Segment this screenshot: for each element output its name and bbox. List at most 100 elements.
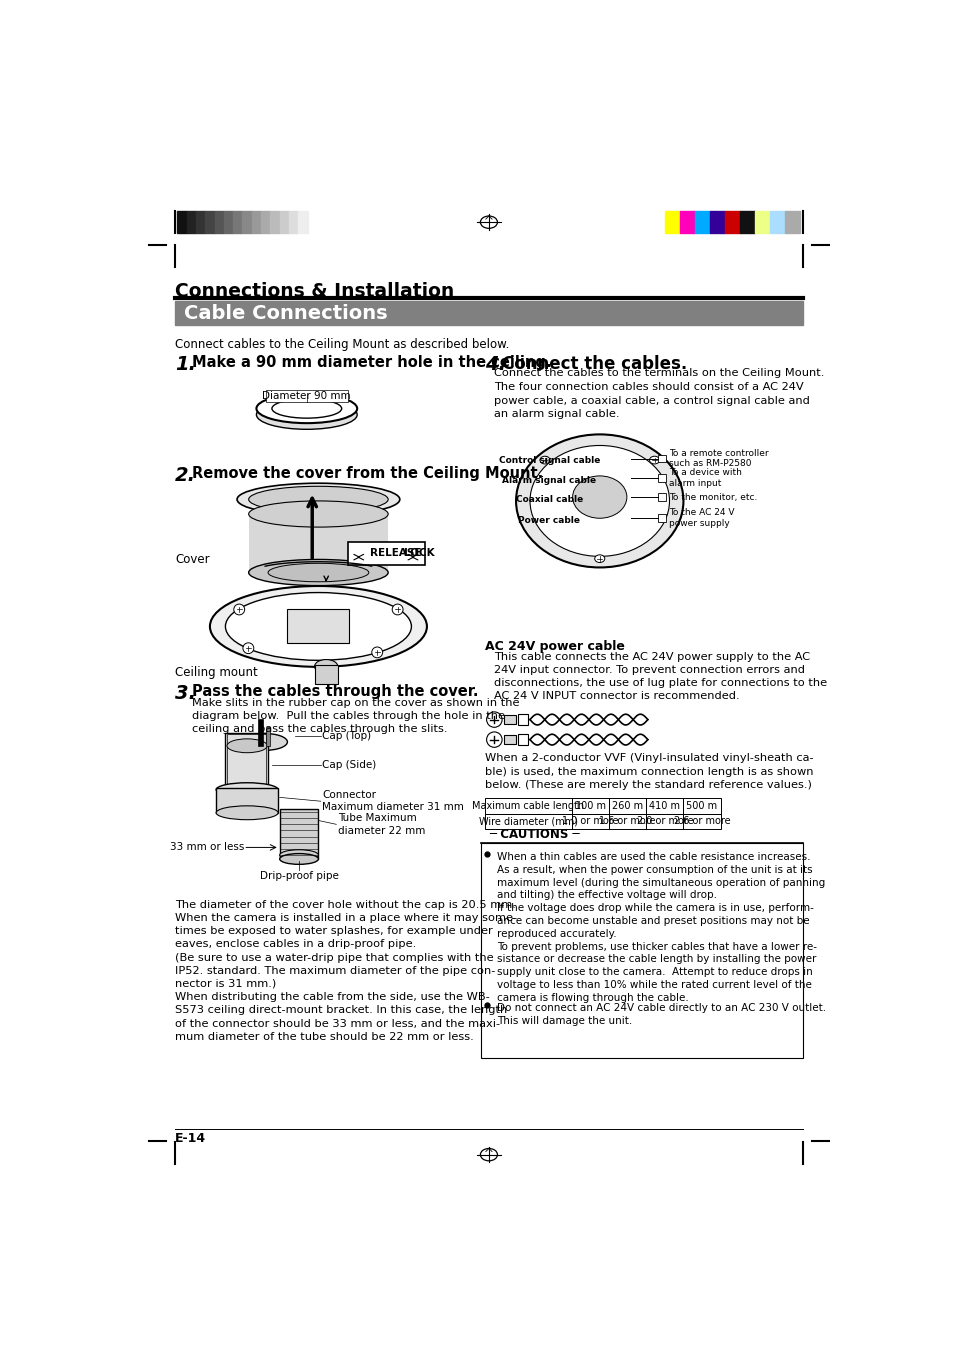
Bar [261, 211, 270, 232]
Bar [682, 813, 720, 830]
Text: 33 mm or less: 33 mm or less [171, 843, 245, 852]
Ellipse shape [392, 604, 402, 615]
Bar [480, 843, 802, 1058]
Ellipse shape [486, 732, 501, 747]
Text: To a device with
alarm input: To a device with alarm input [669, 467, 741, 488]
Text: 1.: 1. [174, 354, 196, 374]
Bar [242, 211, 252, 232]
Bar [645, 813, 682, 830]
Bar [608, 798, 645, 813]
Bar [658, 513, 665, 521]
Text: Connect the cables to the terminals on the Ceiling Mount.
The four connection ca: Connect the cables to the terminals on t… [494, 369, 823, 419]
Bar [658, 474, 665, 482]
Text: To the AC 24 V
power supply: To the AC 24 V power supply [669, 508, 734, 527]
Bar [571, 798, 608, 813]
Text: The diameter of the cover hole without the cap is 20.5 mm.
When the camera is in: The diameter of the cover hole without t… [174, 900, 517, 1042]
Text: LOCK: LOCK [403, 549, 434, 558]
Bar [187, 211, 195, 232]
Bar [298, 211, 307, 232]
Ellipse shape [243, 643, 253, 654]
Bar [658, 455, 665, 462]
Bar [314, 665, 337, 684]
Bar [517, 715, 528, 725]
Text: This cable connects the AC 24V power supply to the AC
24V input connector. To pr: This cable connects the AC 24V power sup… [494, 651, 826, 701]
Text: Ceiling mount: Ceiling mount [174, 666, 257, 680]
Text: 2.: 2. [174, 466, 196, 485]
Ellipse shape [516, 435, 682, 567]
Text: Diameter 90 mm: Diameter 90 mm [262, 392, 351, 401]
Bar [694, 211, 709, 232]
Bar [658, 493, 665, 501]
Bar [249, 513, 388, 573]
Text: 4.: 4. [484, 354, 505, 374]
Text: Connect cables to the Ceiling Mount as described below.: Connect cables to the Ceiling Mount as d… [174, 338, 509, 351]
Text: Control signal cable: Control signal cable [498, 457, 599, 465]
Text: Remove the cover from the Ceiling Mount.: Remove the cover from the Ceiling Mount. [192, 466, 543, 481]
Ellipse shape [249, 501, 388, 527]
Ellipse shape [486, 712, 501, 727]
Ellipse shape [249, 486, 388, 512]
Text: Cap (Side): Cap (Side) [322, 761, 376, 770]
Bar [503, 735, 516, 744]
Ellipse shape [256, 400, 356, 430]
Text: 1.0 or more: 1.0 or more [561, 816, 618, 827]
Text: Make a 90 mm diameter hole in the ceiling.: Make a 90 mm diameter hole in the ceilin… [192, 354, 551, 370]
Ellipse shape [249, 559, 388, 585]
Text: To the monitor, etc.: To the monitor, etc. [669, 493, 757, 501]
Bar [266, 727, 270, 746]
Text: Cover: Cover [174, 554, 210, 566]
Text: Connections & Installation: Connections & Installation [174, 282, 454, 301]
Ellipse shape [216, 805, 278, 820]
Text: Pass the cables through the cover.: Pass the cables through the cover. [192, 684, 478, 700]
Text: 410 m: 410 m [649, 801, 679, 811]
Text: ─ CAUTIONS ─: ─ CAUTIONS ─ [488, 828, 578, 842]
Bar [348, 542, 425, 565]
Text: Do not connect an AC 24V cable directly to an AC 230 V outlet.
This will damage : Do not connect an AC 24V cable directly … [497, 1002, 825, 1025]
Ellipse shape [241, 734, 287, 750]
Bar [484, 798, 571, 813]
Ellipse shape [233, 604, 244, 615]
Ellipse shape [539, 457, 550, 463]
Text: Drip-proof pipe: Drip-proof pipe [259, 871, 338, 881]
Bar [769, 211, 784, 232]
Bar [664, 211, 679, 232]
Bar [216, 788, 278, 813]
Bar [784, 211, 800, 232]
Bar [740, 211, 755, 232]
Ellipse shape [210, 586, 427, 667]
Ellipse shape [256, 394, 356, 423]
Bar [484, 813, 571, 830]
Text: Cable Connections: Cable Connections [184, 304, 388, 323]
Text: Alarm signal cable: Alarm signal cable [502, 476, 596, 485]
Bar [503, 715, 516, 724]
Ellipse shape [268, 563, 369, 582]
Ellipse shape [649, 457, 659, 463]
Bar [214, 211, 224, 232]
Bar [755, 211, 769, 232]
Text: RELEASE: RELEASE [369, 549, 420, 558]
Bar [724, 211, 740, 232]
Bar [279, 809, 318, 859]
Bar [174, 301, 802, 326]
Text: Connector
Maximum diameter 31 mm: Connector Maximum diameter 31 mm [322, 790, 464, 812]
Bar [571, 813, 608, 830]
Bar [177, 211, 187, 232]
Bar [679, 211, 694, 232]
Bar [266, 390, 348, 403]
Text: Wire diameter (mm): Wire diameter (mm) [478, 816, 578, 827]
Bar [682, 798, 720, 813]
Bar [287, 609, 349, 643]
Bar [233, 211, 242, 232]
Ellipse shape [279, 854, 318, 865]
Text: AC 24V power cable: AC 24V power cable [484, 639, 624, 653]
Bar [709, 211, 724, 232]
Text: 2.0 or more: 2.0 or more [636, 816, 693, 827]
Text: 500 m: 500 m [686, 801, 717, 811]
Text: Coaxial cable: Coaxial cable [516, 494, 582, 504]
Text: When a 2-conductor VVF (Vinyl-insulated vinyl-sheath ca-
ble) is used, the maxim: When a 2-conductor VVF (Vinyl-insulated … [484, 754, 813, 790]
Ellipse shape [594, 555, 604, 562]
Text: 100 m: 100 m [575, 801, 605, 811]
Ellipse shape [236, 484, 399, 516]
Bar [252, 211, 261, 232]
Bar [645, 798, 682, 813]
